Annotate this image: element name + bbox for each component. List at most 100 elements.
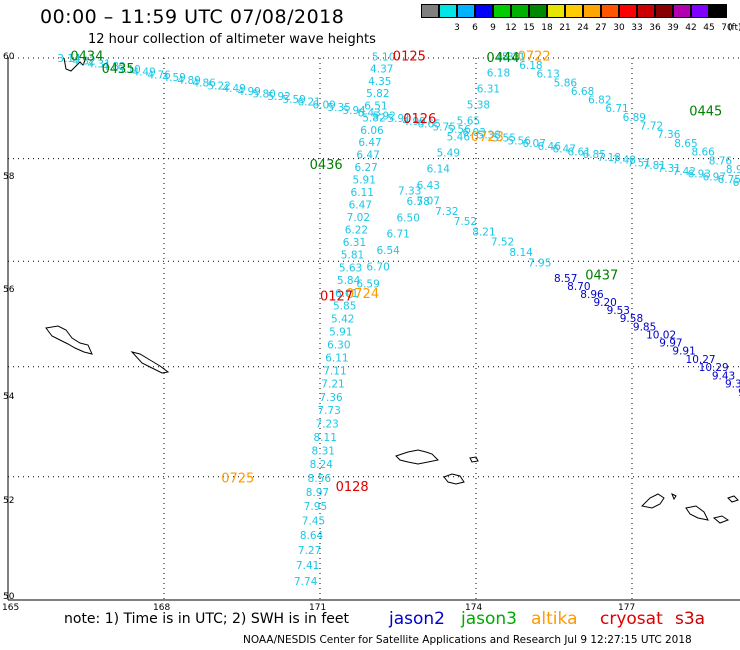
wave-height-value: 6.06: [360, 125, 384, 137]
wave-height-value: 5.80: [252, 88, 275, 100]
wave-height-value: 7.36: [657, 129, 681, 141]
wave-height-value: 4.83: [497, 51, 520, 63]
wave-height-value: 8.70: [567, 281, 590, 293]
wave-height-value: 6.47: [356, 150, 379, 162]
legend-swatch: [511, 4, 529, 18]
wave-height-value: 6.30: [327, 339, 350, 351]
wave-height-value: 6.27: [354, 162, 377, 174]
wave-height-value: 7.18: [598, 152, 621, 164]
wave-height-value: 6.31: [343, 237, 366, 249]
wave-height-value: 6.50: [397, 212, 420, 224]
wave-height-value: 4.32: [72, 56, 95, 68]
wave-height-value: 7.21: [321, 379, 344, 391]
coastline-kamchatka: [63, 57, 87, 72]
legend-swatch: [691, 4, 709, 18]
altimeter-tracks: 3.144.324.314.825.104.494.764.594.894.86…: [57, 51, 740, 588]
map-subtitle: 12 hour collection of altimeter wave hei…: [88, 32, 376, 47]
wave-height-value: 6.43: [357, 108, 380, 120]
wave-height-value: 5.11: [502, 51, 525, 63]
wave-height-value: 7.07: [417, 195, 440, 207]
wave-height-value: 4.82: [102, 61, 125, 73]
wave-height-value: 8.65: [674, 138, 697, 150]
wave-height-value: 6.11: [325, 352, 348, 364]
wave-height-value: 8.24: [310, 459, 334, 471]
wave-height-value: 7.36: [319, 392, 343, 404]
wave-height-value: 9.58: [620, 313, 643, 325]
island-attu: [395, 449, 440, 465]
map-title: 00:00 – 11:59 UTC 07/08/2018: [40, 6, 345, 28]
legend-swatch-label: 27: [595, 23, 607, 33]
wave-height-value: 7.11: [323, 365, 346, 377]
legend-swatch: [475, 4, 493, 18]
wave-height-value: 6.14: [427, 164, 451, 176]
wave-height-value: 10.02: [646, 329, 676, 341]
legend-swatch: [439, 4, 457, 18]
wave-height-value: 9.43: [712, 370, 735, 382]
wave-height-value: 7.31: [658, 163, 681, 175]
wave-height-value: 6.11: [351, 187, 374, 199]
legend-swatch-label: 24: [577, 23, 589, 33]
lon-tick-165: 165: [2, 603, 20, 613]
legend-swatch: [637, 4, 655, 18]
wave-height-value: 6.54: [376, 245, 400, 257]
legend-swatch: [619, 4, 637, 18]
wave-height-value: 6.07: [523, 138, 546, 150]
wave-height-value: 4.59: [162, 72, 185, 84]
wave-height-value: 6.46: [538, 141, 562, 153]
pass-time-label: 0434: [70, 49, 103, 64]
legend-swatch: [493, 4, 511, 18]
wave-height-value: 4.49: [132, 67, 155, 79]
wave-height-value: 5.22: [207, 80, 230, 92]
legend-swatch: [421, 4, 439, 18]
legend-swatch-label: 39: [667, 23, 679, 33]
wave-height-value: 8.96: [580, 289, 604, 301]
wave-height-value: 5.84: [337, 275, 361, 287]
legend-jason3: jason3: [461, 609, 517, 629]
wave-height-value: 5.86: [554, 77, 578, 89]
wave-height-value: 4.99: [237, 86, 260, 98]
island-small-2: [712, 495, 739, 524]
legend-swatch: [673, 4, 691, 18]
island-medny: [130, 351, 170, 374]
wave-height-value: 8.14: [509, 247, 533, 259]
wave-height-value: 6.71: [386, 229, 409, 241]
wave-height-value: 5.38: [467, 99, 490, 111]
wave-height-value: 7.02: [347, 212, 370, 224]
wave-height-value: 6.13: [536, 69, 559, 81]
wave-height-value: 5.46: [447, 131, 471, 143]
pass-time-label: 0437: [585, 268, 618, 283]
wave-height-value: 5.82: [366, 88, 389, 100]
wave-height-value: 6.93: [688, 169, 711, 181]
pass-time-label: 0724: [346, 287, 379, 302]
wave-height-value: 5.63: [339, 262, 362, 274]
wave-height-value: 5.59: [282, 94, 305, 106]
legend-swatch: [529, 4, 547, 18]
wave-height-value: 6.97: [703, 171, 726, 183]
wave-height-value: 7.95: [304, 501, 327, 513]
pass-time-label: 0725: [221, 471, 254, 486]
legend-swatch: [565, 4, 583, 18]
legend-swatch-label: 12: [505, 23, 517, 33]
pass-time-label: 0445: [689, 105, 722, 120]
legend-swatch: [583, 4, 601, 18]
wave-height-value: 7.52: [491, 237, 514, 249]
wave-height-value: 6.89: [623, 112, 646, 124]
pass-time-label: 0125: [393, 49, 426, 64]
wave-height-value: 5.91: [353, 174, 376, 186]
wave-height-value: 4.89: [177, 75, 200, 87]
lon-tick-177: 177: [618, 603, 636, 613]
legend-s3a: s3a: [675, 609, 706, 629]
wave-height-value: 8.97: [306, 487, 329, 499]
wave-height-value: 8.64: [300, 530, 324, 542]
wave-height-value: 7.95: [528, 257, 551, 269]
wave-height-value: 7.42: [673, 166, 696, 178]
wave-height-value: 4.35: [368, 76, 391, 88]
wave-height-value: 5.92: [267, 91, 290, 103]
wave-height-value: 8.57: [554, 273, 577, 285]
lon-tick-174: 174: [465, 603, 483, 613]
island-agattu: [443, 473, 465, 485]
wave-height-value: 6.47: [553, 144, 576, 156]
